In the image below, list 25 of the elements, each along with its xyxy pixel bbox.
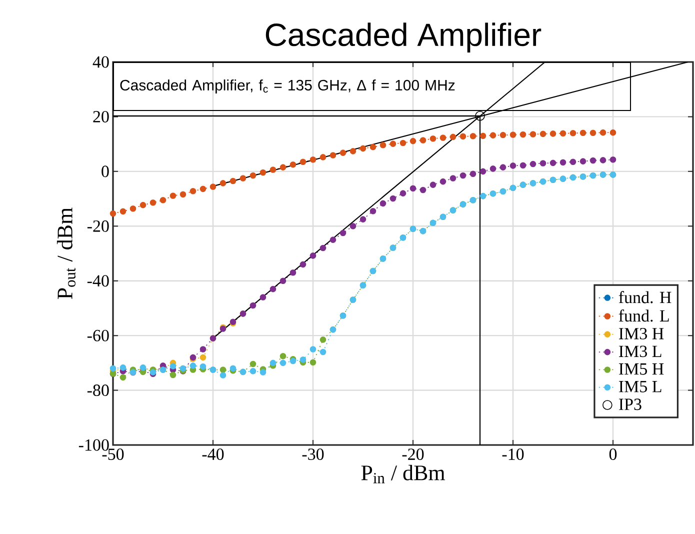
chart-title: Cascaded Amplifier — [266, 22, 542, 52]
x-tick-label: -50 — [102, 448, 124, 460]
x-axis-title: P$_{in}$ / dBm — [361, 464, 445, 484]
legend-label: IM5 L — [618, 381, 662, 392]
x-tick-label: -40 — [202, 448, 224, 460]
legend-label: fund. L — [618, 310, 669, 322]
legend-label: IM3 H — [618, 328, 664, 340]
legend-label: fund. H — [618, 291, 672, 304]
y-tick-label: 0 — [102, 166, 109, 178]
y-tick-label: 20 — [93, 110, 109, 122]
x-tick-label: -20 — [402, 448, 424, 460]
annotation: Cascaded Amplifier, f$_{c}$ = 135 GHz, Δ f = 100 MHz — [120, 79, 455, 94]
y-axis-title: P$_{out}$ / dBm — [56, 208, 76, 300]
x-tick-label: -10 — [502, 448, 524, 460]
legend-label: IM5 H — [618, 363, 664, 375]
y-tick-label: -80 — [87, 384, 109, 396]
y-tick-label: -60 — [87, 330, 109, 342]
y-tick-label: -20 — [87, 220, 109, 232]
y-tick-label: -100 — [78, 439, 109, 451]
x-tick-label: 0 — [609, 448, 617, 460]
legend-label: IM3 L — [618, 346, 662, 358]
y-tick-label: 40 — [92, 56, 109, 68]
y-tick-label: -40 — [87, 275, 109, 287]
legend-label: IP3 — [618, 398, 642, 410]
x-tick-label: -30 — [302, 448, 324, 460]
